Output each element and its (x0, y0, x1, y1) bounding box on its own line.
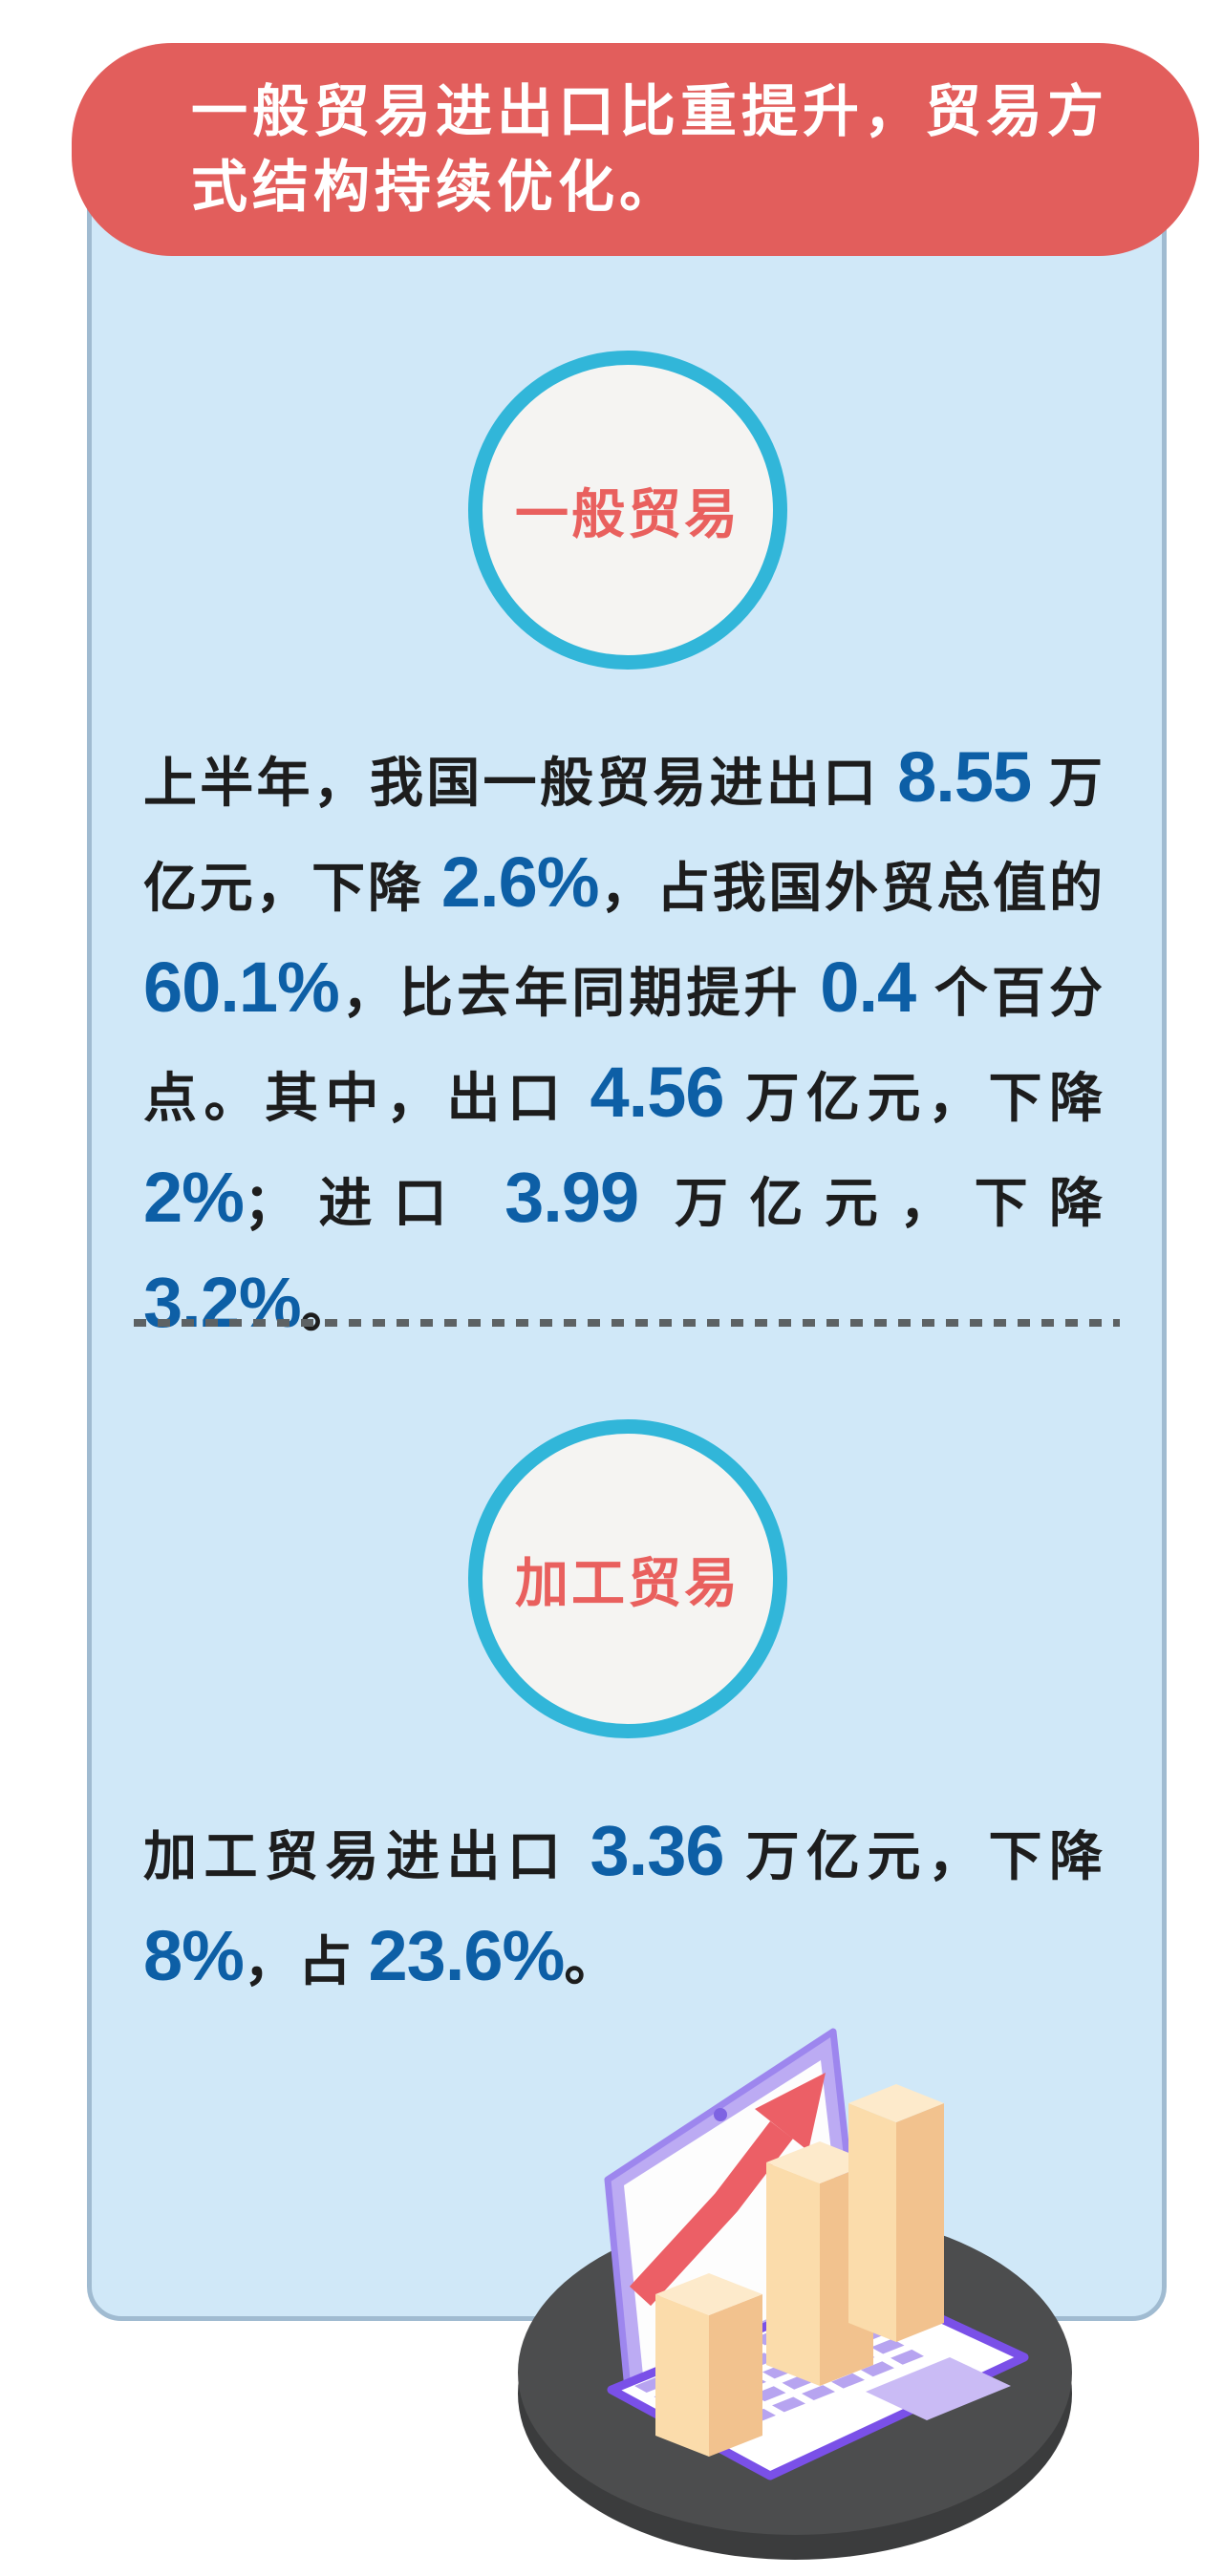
stat-value: 8.55 (897, 737, 1032, 817)
stat-value: 3.36 (590, 1811, 724, 1890)
header-banner: 一般贸易进出口比重提升，贸易方式结构持续优化。 (72, 43, 1199, 256)
growth-arrow-icon (629, 2073, 826, 2307)
stat-value: 23.6% (368, 1916, 566, 1995)
stats-paragraph-general-trade: 上半年，我国一般贸易进出口 8.55 万亿元，下降 2.6%，占我国外贸总值的 … (143, 728, 1104, 1358)
chart-bars-icon (655, 2084, 944, 2457)
stat-value: 3.99 (504, 1158, 639, 1237)
stat-value: 0.4 (820, 947, 916, 1027)
text-segment: ，占我国外贸总值的 (598, 858, 1105, 918)
text-segment: 万亿元，下降 (723, 1826, 1105, 1886)
text-segment: 万亿元，下降 (723, 1068, 1105, 1128)
text-segment: 万亿元，下降 (143, 753, 1105, 918)
text-segment: 个百分点。其中，出口 (143, 963, 1105, 1128)
badge-circle-processing-trade: 加工贸易 (468, 1419, 787, 1738)
banner-title: 一般贸易进出口比重提升，贸易方式结构持续优化。 (191, 80, 1109, 219)
laptop-growth-illustration (518, 2028, 1072, 2560)
text-segment: 上半年，我国一般贸易进出口 (143, 753, 898, 813)
stat-value: 60.1% (143, 947, 340, 1027)
badge-label: 一般贸易 (515, 483, 740, 544)
stat-value: 2.6% (440, 842, 600, 922)
stat-value: 2% (143, 1158, 245, 1237)
dashed-divider (134, 1319, 1120, 1327)
text-segment: 。 (300, 1278, 355, 1338)
text-segment: 。 (564, 1931, 619, 1991)
text-segment: ，占 (243, 1931, 369, 1991)
text-segment: ，比去年同期提升 (338, 963, 821, 1023)
stat-value: 8% (143, 1916, 245, 1995)
stat-value: 4.56 (590, 1053, 724, 1132)
stats-paragraph-processing-trade: 加工贸易进出口 3.36 万亿元，下降 8%，占 23.6%。 (143, 1801, 1104, 2012)
badge-label: 加工贸易 (515, 1552, 740, 1613)
text-segment: 万亿元，下降 (638, 1173, 1105, 1233)
badge-circle-general-trade: 一般贸易 (468, 351, 787, 670)
text-segment: 加工贸易进出口 (143, 1826, 590, 1886)
stat-value: 3.2% (143, 1263, 302, 1342)
webcam-dot-icon (714, 2108, 727, 2121)
text-segment: ；进口 (243, 1173, 505, 1233)
trackpad-icon (866, 2357, 1011, 2420)
